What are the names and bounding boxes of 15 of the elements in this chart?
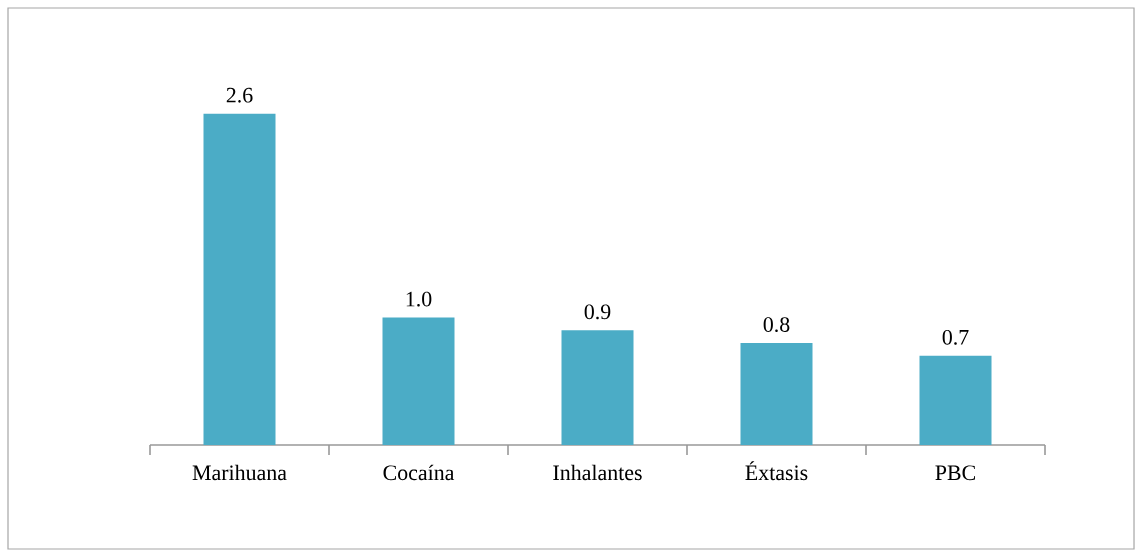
x-tick-label: Cocaína bbox=[383, 464, 455, 481]
x-tick-label: Inhalantes bbox=[553, 464, 642, 481]
x-tick-label: PBC bbox=[935, 465, 975, 481]
bar bbox=[203, 113, 276, 445]
data-label: 0.8 bbox=[763, 317, 790, 333]
data-label: 0.9 bbox=[584, 304, 611, 320]
bar bbox=[740, 343, 813, 445]
x-tick-label: Éxtasis bbox=[745, 461, 808, 481]
data-label: 2.6 bbox=[226, 87, 253, 103]
bar bbox=[382, 317, 455, 445]
x-tick-label: Marihuana bbox=[192, 464, 287, 481]
bar bbox=[919, 355, 992, 445]
data-label: 0.7 bbox=[942, 329, 969, 345]
data-label: 1.0 bbox=[406, 291, 432, 307]
bar bbox=[561, 330, 634, 445]
